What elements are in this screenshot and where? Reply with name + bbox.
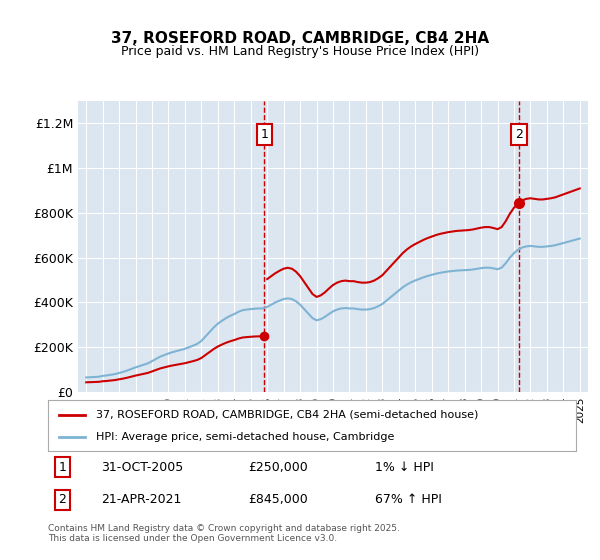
Text: Price paid vs. HM Land Registry's House Price Index (HPI): Price paid vs. HM Land Registry's House … (121, 45, 479, 58)
Text: Contains HM Land Registry data © Crown copyright and database right 2025.
This d: Contains HM Land Registry data © Crown c… (48, 524, 400, 543)
Text: 1% ↓ HPI: 1% ↓ HPI (376, 461, 434, 474)
Text: 37, ROSEFORD ROAD, CAMBRIDGE, CB4 2HA: 37, ROSEFORD ROAD, CAMBRIDGE, CB4 2HA (111, 31, 489, 46)
Text: 1: 1 (260, 128, 268, 141)
Text: £845,000: £845,000 (248, 493, 308, 506)
Text: 1: 1 (59, 461, 67, 474)
Text: 67% ↑ HPI: 67% ↑ HPI (376, 493, 442, 506)
Text: £250,000: £250,000 (248, 461, 308, 474)
Text: HPI: Average price, semi-detached house, Cambridge: HPI: Average price, semi-detached house,… (95, 432, 394, 442)
Text: 2: 2 (59, 493, 67, 506)
Text: 21-APR-2021: 21-APR-2021 (101, 493, 181, 506)
Text: 37, ROSEFORD ROAD, CAMBRIDGE, CB4 2HA (semi-detached house): 37, ROSEFORD ROAD, CAMBRIDGE, CB4 2HA (s… (95, 409, 478, 419)
Text: 31-OCT-2005: 31-OCT-2005 (101, 461, 183, 474)
Text: 2: 2 (515, 128, 523, 141)
